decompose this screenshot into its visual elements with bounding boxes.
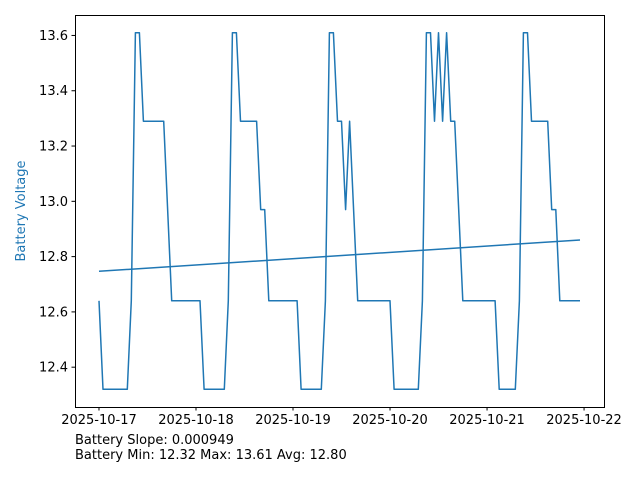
axes-frame (75, 15, 605, 408)
y-tick-label: 13.0 (39, 195, 68, 210)
y-tick-label: 12.6 (39, 305, 68, 320)
x-tick-label: 2025-10-20 (352, 413, 428, 428)
plot-marks (98, 31, 581, 391)
trend-line (98, 239, 581, 273)
x-tick-label: 2025-10-17 (61, 413, 137, 428)
x-tick-label: 2025-10-19 (255, 413, 331, 428)
battery-stats: Battery Slope: 0.000949 Battery Min: 12.… (75, 433, 347, 463)
battery-slope-text: Battery Slope: 0.000949 (75, 433, 234, 448)
y-tick-label: 12.8 (39, 250, 68, 265)
battery-min-max-avg-text: Battery Min: 12.32 Max: 13.61 Avg: 12.80 (75, 448, 347, 463)
x-tick-label: 2025-10-22 (546, 413, 622, 428)
y-tick-label: 13.2 (39, 140, 68, 155)
y-axis-label: Battery Voltage (14, 160, 29, 261)
y-axis-ticks: 12.4 12.6 12.8 13.0 13.2 13.4 13.6 (39, 29, 75, 376)
x-tick-label: 2025-10-21 (449, 413, 525, 428)
battery-voltage-line (98, 31, 580, 391)
y-tick-label: 13.6 (39, 29, 68, 44)
x-tick-label: 2025-10-18 (158, 413, 234, 428)
y-tick-label: 13.4 (39, 84, 68, 99)
y-tick-label: 12.4 (39, 361, 68, 376)
x-axis-ticks: 2025-10-17 2025-10-18 2025-10-19 2025-10-20… (61, 407, 622, 428)
